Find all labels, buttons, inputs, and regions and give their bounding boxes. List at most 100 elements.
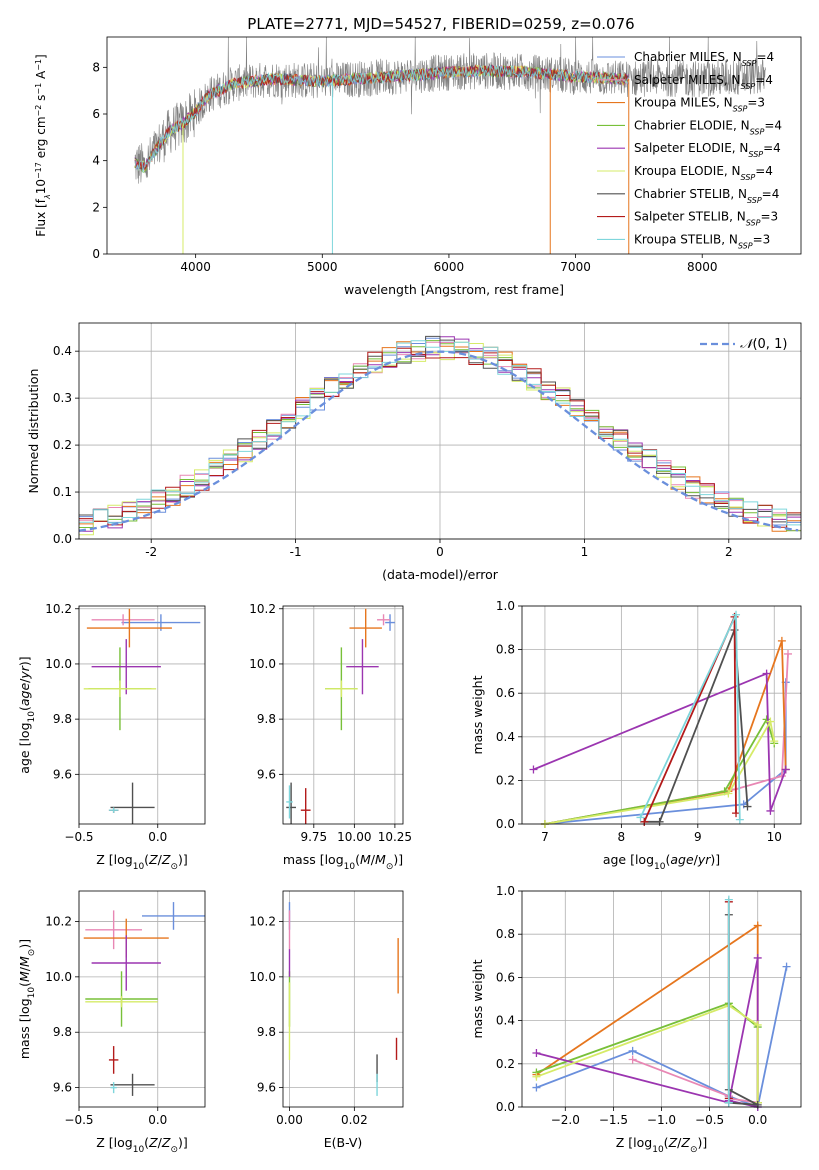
weight-marker	[655, 817, 664, 826]
legend-label: Salpeter STELIB, NSSP=3	[634, 210, 778, 228]
weight-marker	[724, 789, 733, 798]
weight-series	[532, 921, 762, 1107]
error-bar-point	[91, 639, 161, 695]
axes-frame	[78, 605, 206, 825]
x-tick-label: 5000	[307, 260, 338, 274]
y-tick-label: 0.1	[53, 485, 72, 499]
weight-marker	[753, 921, 762, 930]
legend-label: Chabrier STELIB, NSSP=4	[634, 187, 779, 205]
y-tick-label: 0	[92, 247, 100, 261]
error-bar-point	[286, 785, 293, 819]
weight-marker	[784, 649, 793, 658]
x-axis-label: (data-model)/error	[382, 567, 499, 582]
model-spectrum-line	[134, 64, 629, 171]
x-tick-label: 7	[541, 830, 549, 844]
x-axis-label: E(B-V)	[324, 1135, 363, 1150]
y-tick-label: 9.8	[257, 1025, 276, 1039]
legend-label: Chabrier ELODIE, NSSP=4	[634, 118, 782, 136]
x-tick-label: −1.5	[599, 1113, 628, 1127]
mass-vs-metallicity-panel: −0.5 0.0 9.6 9.8 10.0 10.2 Z [log10(Z/Z⊙)] mass…	[17, 890, 206, 1155]
weight-marker	[529, 765, 538, 774]
y-tick-label: 1.0	[496, 599, 515, 613]
error-bar-point	[85, 910, 142, 950]
y-tick-label: 0.6	[496, 970, 515, 984]
spectrum-panel: 4000 5000 6000 7000 8000 0 2 4 6 8 wavelength [Ang…	[34, 36, 802, 297]
x-axis-label: age [log10(age/yr)]	[603, 852, 720, 872]
error-bar-point	[346, 639, 379, 695]
y-axis-label: Normed distribution	[26, 369, 41, 494]
x-tick-label: 0	[436, 545, 444, 559]
weight-marker	[724, 895, 733, 904]
error-bar-point	[85, 996, 158, 1008]
plot-area	[288, 902, 399, 1096]
x-tick-label: −0.5	[695, 1113, 724, 1127]
x-tick-label: 7000	[560, 260, 591, 274]
weight-series	[724, 895, 733, 1107]
x-tick-label: 0.0	[748, 1113, 767, 1127]
y-tick-label: 0.2	[496, 1057, 515, 1071]
error-bar-point	[286, 782, 296, 824]
age-vs-metallicity-panel: −0.5 0.0 9.6 9.8 10.0 10.2 Z [log10(Z/Z⊙)] age …	[17, 602, 206, 872]
x-tick-label: 9	[694, 830, 702, 844]
legend-label: Kroupa ELODIE, NSSP=4	[634, 164, 773, 182]
x-tick-label: −0.5	[64, 830, 93, 844]
y-tick-label: 10.0	[249, 970, 276, 984]
x-tick-label: 0.0	[148, 830, 167, 844]
weight-marker	[640, 817, 649, 826]
error-bar-point	[91, 935, 161, 991]
weight-marker	[753, 1100, 762, 1109]
residual-histogram	[79, 341, 801, 536]
x-axis-label: Z [log10(Z/Z⊙)]	[616, 1135, 708, 1155]
error-bar-point	[110, 782, 155, 824]
x-tick-label: 2	[725, 545, 733, 559]
axes-frame	[521, 605, 802, 825]
x-tick-label: 0.02	[341, 1113, 368, 1127]
weight-marker	[735, 815, 744, 824]
model-spectrum-line	[134, 64, 629, 171]
weight-line	[544, 640, 787, 825]
residual-histogram	[79, 335, 801, 523]
residual-histogram	[79, 340, 801, 526]
weight-line	[544, 682, 787, 825]
normal-curve	[78, 350, 799, 532]
legend-label: Kroupa MILES, NSSP=3	[634, 96, 765, 114]
y-tick-label: 0.4	[496, 1014, 515, 1028]
weight-marker	[724, 1098, 733, 1107]
plot-area	[286, 608, 395, 824]
weight-marker	[628, 1055, 637, 1064]
weight-marker	[743, 802, 752, 811]
error-bar-point	[86, 608, 172, 648]
y-tick-label: 2	[92, 200, 100, 214]
x-tick-label: −1.0	[647, 1113, 676, 1127]
legend-label: Chabrier MILES, NSSP=4	[634, 50, 774, 68]
weight-line	[644, 629, 749, 823]
residual-histogram	[79, 336, 801, 532]
y-tick-label: 0.2	[496, 773, 515, 787]
y-tick-label: 10.2	[45, 602, 72, 616]
error-bar-point	[385, 614, 395, 631]
y-tick-label: 6	[92, 107, 100, 121]
axes-frame	[521, 890, 802, 1108]
weight-marker	[762, 669, 771, 678]
weight-line	[535, 923, 759, 1103]
y-tick-label: 10.2	[45, 914, 72, 928]
y-tick-label: 0.4	[496, 730, 515, 744]
y-axis-label: age [log10(age/yr)]	[17, 656, 37, 773]
weight-marker	[782, 962, 791, 971]
y-tick-label: 10.0	[45, 657, 72, 671]
weight-marker	[532, 1083, 541, 1092]
weight-marker	[770, 737, 779, 746]
legend-label: Salpeter ELODIE, NSSP=4	[634, 141, 781, 159]
model-spectrum-line	[134, 64, 629, 173]
y-tick-label: 0.2	[53, 438, 72, 452]
axes-frame	[78, 322, 802, 540]
y-axis-label: mass weight	[470, 959, 485, 1038]
legend-label: Kroupa STELIB, NSSP=3	[634, 232, 770, 250]
error-bar-point	[377, 614, 391, 626]
weight-line	[544, 717, 776, 825]
x-axis-label: Z [log10(Z/Z⊙)]	[96, 852, 188, 872]
weight-marker	[781, 765, 790, 774]
error-bar-point	[108, 1046, 119, 1074]
x-tick-label: 6000	[434, 260, 465, 274]
weight-marker	[732, 809, 741, 818]
